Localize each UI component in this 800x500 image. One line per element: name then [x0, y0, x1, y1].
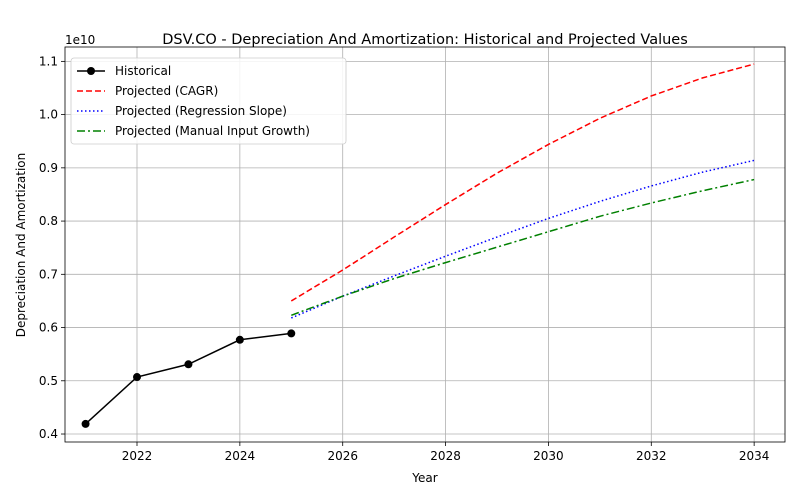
x-tick-label: 2032: [636, 449, 667, 463]
x-tick-label: 2022: [122, 449, 153, 463]
legend: Historical Projected (CAGR) Projected (Reg…: [70, 57, 347, 145]
plot-frame: [64, 46, 786, 443]
legend-label: Projected (CAGR): [115, 84, 218, 98]
y-tick-label: 1.1: [39, 54, 58, 68]
y-axis-label: Depreciation And Amortization: [14, 153, 28, 337]
legend-box: [70, 57, 347, 145]
y-tick-label: 0.4: [39, 427, 58, 441]
y-tick-label: 0.8: [39, 214, 58, 228]
x-tick-label: 2034: [739, 449, 770, 463]
series-layer: [81, 63, 755, 428]
y-axis-offset-text: 1e10: [65, 33, 95, 47]
y-tick-label: 1.0: [39, 108, 58, 122]
x-tick-label: 2028: [430, 449, 461, 463]
data-point: [133, 373, 141, 382]
data-point: [81, 419, 90, 428]
data-point: [287, 329, 296, 338]
x-tick-label: 2030: [533, 449, 564, 463]
x-tick-label: 2026: [327, 449, 358, 463]
series-line-3: [291, 178, 755, 317]
legend-label: Projected (Manual Input Growth): [115, 124, 310, 138]
chart-title: DSV.CO - Depreciation And Amortization: …: [162, 32, 688, 48]
series-line-1: [290, 63, 755, 302]
x-tick-label: 2024: [225, 449, 256, 463]
y-tick-label: 0.5: [39, 374, 58, 388]
legend-label: Projected (Regression Slope): [115, 104, 287, 118]
legend-label: Historical: [115, 64, 171, 78]
x-axis: 2022 2024 2026 2028 2030 2032 2034: [122, 442, 770, 463]
legend-marker: [87, 67, 95, 75]
y-tick-label: 0.7: [39, 267, 58, 281]
data-point: [235, 335, 244, 344]
y-axis: 0.4 0.5 0.6 0.7 0.8 0.9 1.0 1.1: [39, 54, 65, 441]
series-line-2: [290, 159, 755, 319]
y-tick-label: 0.9: [39, 161, 58, 175]
data-point: [184, 360, 193, 369]
x-axis-label: Year: [411, 471, 437, 485]
y-tick-label: 0.6: [39, 321, 58, 335]
